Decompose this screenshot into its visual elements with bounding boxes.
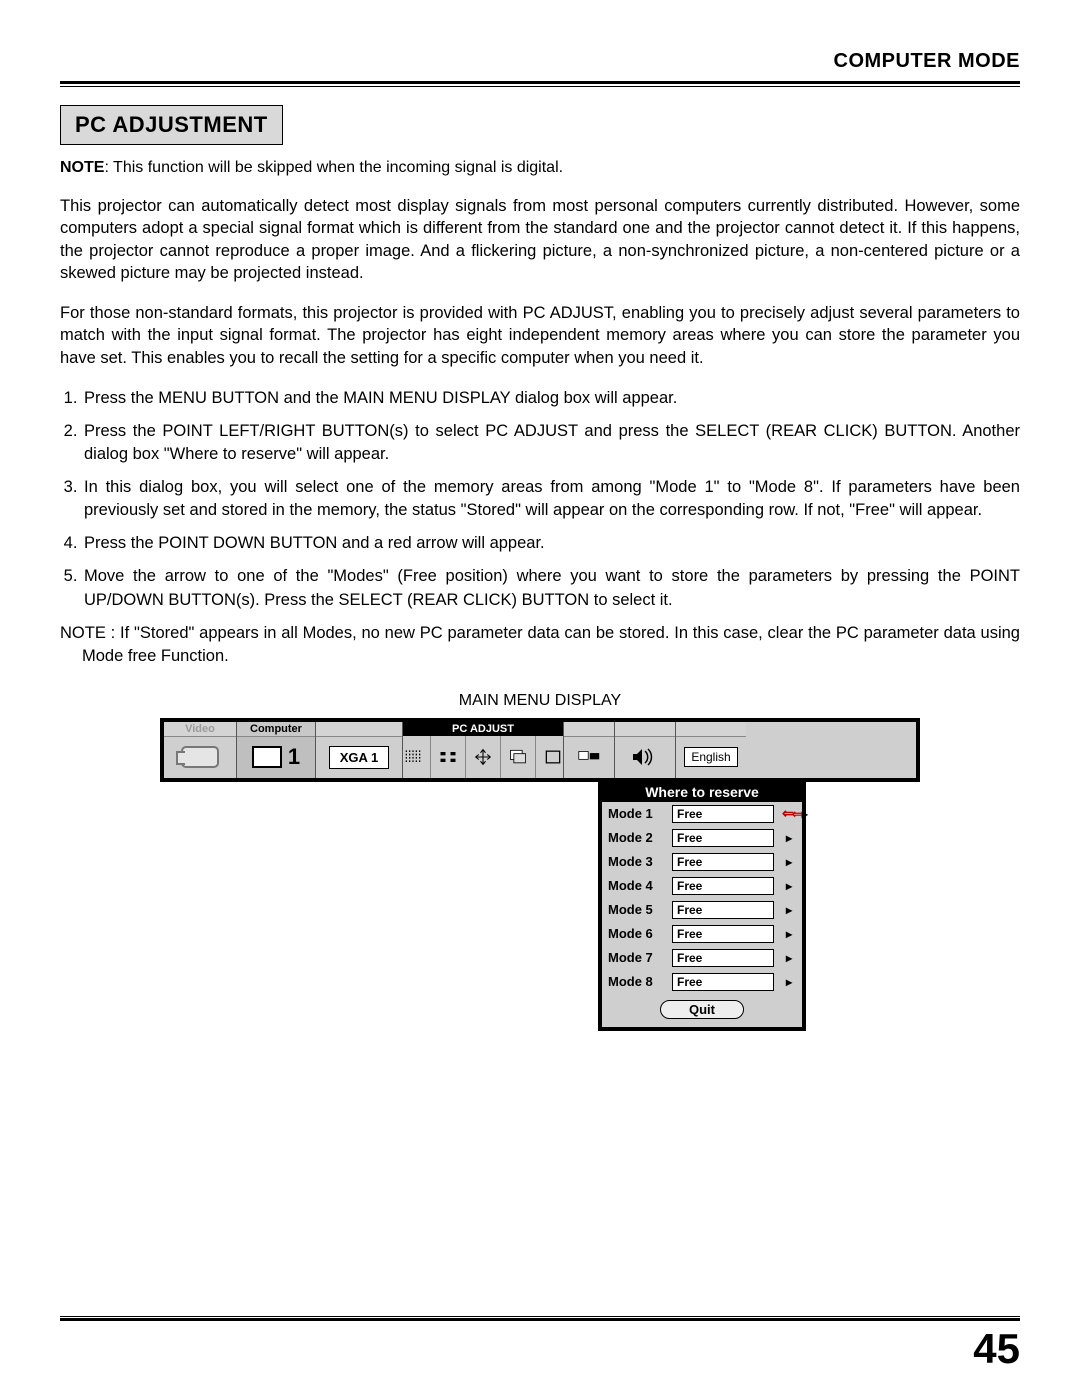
paragraph-1: This projector can automatically detect … [60, 195, 1020, 284]
pcadjust-group: PC ADJUST [403, 722, 564, 778]
mode-status: Free [672, 877, 774, 895]
mode-label: Mode 7 [608, 950, 672, 965]
rule-thick [60, 81, 1020, 84]
dialog-title: Where to reserve [602, 782, 802, 802]
mode-arrow-icon: ⇐▸ [782, 805, 796, 822]
paragraph-2: For those non-standard formats, this pro… [60, 302, 1020, 369]
mode-row[interactable]: Mode 3Free ▸ [602, 850, 802, 874]
icon-pc-adjust[interactable] [501, 736, 536, 778]
icon-sound[interactable] [615, 722, 676, 778]
mode-row[interactable]: Mode 1Free ⇐▸ [602, 802, 802, 826]
mode-arrow-icon: ▸ [782, 831, 796, 845]
quit-button[interactable]: Quit [660, 1000, 744, 1019]
video-icon [181, 746, 219, 768]
mode-status: Free [672, 925, 774, 943]
mode-row[interactable]: Mode 2Free ▸ [602, 826, 802, 850]
mode-label: Mode 5 [608, 902, 672, 917]
mode-status: Free [672, 949, 774, 967]
computer-number: 1 [288, 744, 300, 770]
footer-rule-thick [60, 1318, 1020, 1321]
menu-bar: Video Computer 1 XGA 1 PC ADJUST [160, 718, 920, 782]
section-title: PC ADJUSTMENT [60, 105, 283, 145]
mode-row[interactable]: Mode 4Free ▸ [602, 874, 802, 898]
step-item: Press the MENU BUTTON and the MAIN MENU … [82, 387, 1020, 410]
mode-status: Free [672, 901, 774, 919]
language-cell[interactable]: English [676, 722, 746, 778]
note-line: NOTE: This function will be skipped when… [60, 159, 1020, 177]
mode-status: Free [672, 973, 774, 991]
note-label: NOTE [60, 159, 104, 176]
icon-screen[interactable] [564, 722, 615, 778]
mode-arrow-icon: ▸ [782, 855, 796, 869]
mode-row[interactable]: Mode 5Free ▸ [602, 898, 802, 922]
diagram-caption: MAIN MENU DISPLAY [60, 692, 1020, 710]
note-text: : This function will be skipped when the… [104, 159, 563, 176]
step-item: Press the POINT LEFT/RIGHT BUTTON(s) to … [82, 420, 1020, 466]
icon-total-dots[interactable] [431, 736, 466, 778]
system-label: XGA 1 [329, 746, 390, 769]
pcadjust-header: PC ADJUST [403, 722, 563, 736]
blank-top [316, 722, 402, 737]
mode-status: Free [672, 853, 774, 871]
icon-position[interactable] [466, 736, 501, 778]
mode-row[interactable]: Mode 8Free ▸ [602, 970, 802, 994]
icon-fine-sync[interactable] [396, 736, 431, 778]
system-cell[interactable]: XGA 1 [316, 722, 403, 778]
mode-arrow-icon: ▸ [782, 975, 796, 989]
mode-label: Mode 3 [608, 854, 672, 869]
mode-arrow-icon: ▸ [782, 951, 796, 965]
tab-video-label: Video [164, 722, 236, 737]
footer-rule-thin [60, 1316, 1020, 1317]
mode-arrow-icon: ▸ [782, 927, 796, 941]
mode-header: COMPUTER MODE [60, 50, 1020, 73]
mode-label: Mode 2 [608, 830, 672, 845]
mode-status: Free [672, 829, 774, 847]
tab-computer-label: Computer [237, 722, 315, 737]
main-menu-diagram: Video Computer 1 XGA 1 PC ADJUST [160, 718, 920, 1031]
mode-label: Mode 6 [608, 926, 672, 941]
step-item: In this dialog box, you will select one … [82, 476, 1020, 522]
step-item: Move the arrow to one of the "Modes" (Fr… [82, 565, 1020, 611]
mode-label: Mode 4 [608, 878, 672, 893]
where-to-reserve-dialog: Where to reserve Mode 1Free⇐▸Mode 2Free▸… [598, 782, 806, 1031]
mode-arrow-icon: ▸ [782, 903, 796, 917]
page-number: 45 [973, 1325, 1020, 1373]
rule-thin [60, 86, 1020, 87]
mode-status: Free [672, 805, 774, 823]
language-label: English [684, 747, 737, 767]
tab-computer[interactable]: Computer 1 [237, 722, 316, 778]
tab-video[interactable]: Video [164, 722, 237, 778]
icon-mode-free[interactable] [536, 736, 570, 778]
steps-list: Press the MENU BUTTON and the MAIN MENU … [60, 387, 1020, 612]
mode-label: Mode 8 [608, 974, 672, 989]
computer-icon [252, 746, 282, 768]
mode-label: Mode 1 [608, 806, 672, 821]
mode-row[interactable]: Mode 6Free ▸ [602, 922, 802, 946]
note-2: NOTE : If "Stored" appears in all Modes,… [60, 622, 1020, 668]
mode-arrow-icon: ▸ [782, 879, 796, 893]
step-item: Press the POINT DOWN BUTTON and a red ar… [82, 532, 1020, 555]
mode-row[interactable]: Mode 7Free ▸ [602, 946, 802, 970]
